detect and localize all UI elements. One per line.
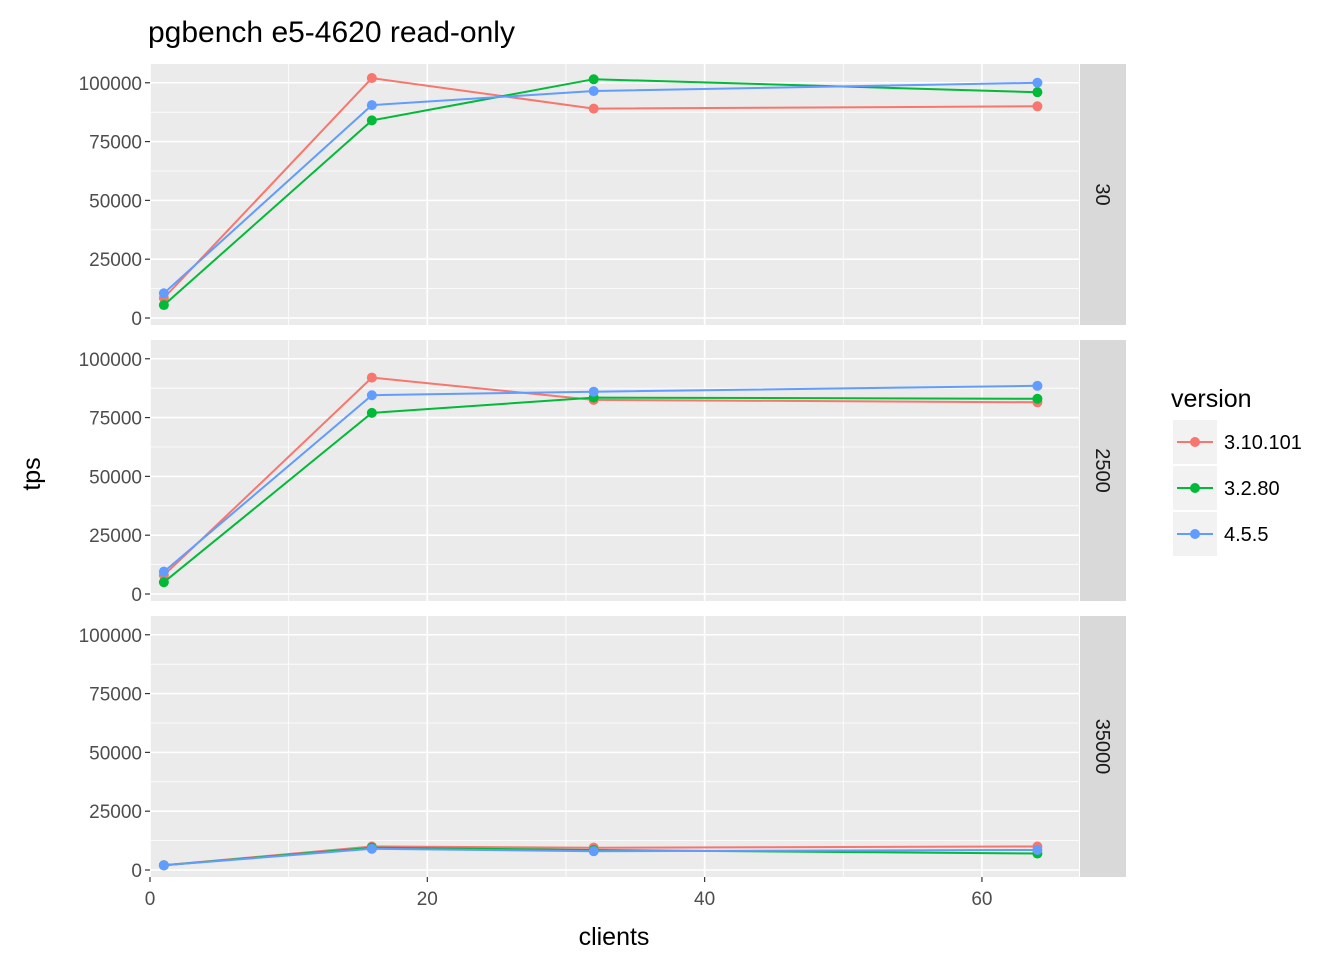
y-tick-label: 75000 bbox=[89, 685, 142, 706]
y-tick-label: 0 bbox=[131, 861, 142, 882]
x-tick-label: 0 bbox=[145, 889, 156, 910]
legend-label-4.5.5: 4.5.5 bbox=[1224, 524, 1268, 546]
y-tick-label: 75000 bbox=[89, 409, 142, 430]
series-line-3.10.101 bbox=[163, 77, 1038, 299]
data-point-4.5.5 bbox=[588, 386, 599, 397]
y-tick-label: 50000 bbox=[89, 191, 142, 212]
y-tick-label: 25000 bbox=[89, 250, 142, 271]
series-line-3.2.80 bbox=[163, 396, 1038, 583]
data-point-3.10.101 bbox=[366, 73, 377, 84]
legend-title: version bbox=[1171, 385, 1252, 413]
series-line-3.10.101 bbox=[163, 376, 1038, 576]
y-tick-label: 0 bbox=[131, 585, 142, 606]
data-point-3.10.101 bbox=[366, 372, 377, 383]
data-point-3.2.80 bbox=[158, 577, 169, 588]
y-axis-title: tps bbox=[18, 457, 46, 490]
facet-strip bbox=[1080, 340, 1126, 601]
facet-strip bbox=[1080, 64, 1126, 325]
y-tick-label: 25000 bbox=[89, 526, 142, 547]
y-tick-label: 100000 bbox=[79, 350, 142, 371]
legend-key-point bbox=[1190, 437, 1200, 447]
legend-key-point bbox=[1190, 483, 1200, 493]
x-axis-title: clients bbox=[579, 923, 650, 951]
facet-strip-label: 30 bbox=[1091, 183, 1113, 205]
data-point-4.5.5 bbox=[366, 100, 377, 111]
y-tick-label: 100000 bbox=[79, 626, 142, 647]
facet-strip-label: 2500 bbox=[1091, 448, 1113, 493]
data-point-4.5.5 bbox=[158, 566, 169, 577]
series-line-4.5.5 bbox=[163, 81, 1038, 295]
data-point-4.5.5 bbox=[158, 860, 169, 871]
legend-key-point bbox=[1190, 529, 1200, 539]
series-line-3.2.80 bbox=[163, 78, 1038, 306]
x-tick-label: 60 bbox=[971, 889, 992, 910]
data-point-4.5.5 bbox=[366, 390, 377, 401]
data-point-3.2.80 bbox=[1032, 393, 1043, 404]
data-point-3.2.80 bbox=[366, 407, 377, 418]
y-tick-label: 0 bbox=[131, 309, 142, 330]
data-point-4.5.5 bbox=[366, 843, 377, 854]
y-tick-label: 100000 bbox=[79, 74, 142, 95]
data-point-3.10.101 bbox=[588, 103, 599, 114]
data-point-4.5.5 bbox=[1032, 845, 1043, 856]
legend-label-3.2.80: 3.2.80 bbox=[1224, 478, 1280, 500]
panel-background bbox=[150, 616, 1079, 877]
x-tick-label: 40 bbox=[694, 889, 715, 910]
data-point-3.2.80 bbox=[588, 74, 599, 85]
panel-background bbox=[150, 340, 1079, 601]
facet-strip-label: 35000 bbox=[1091, 719, 1113, 775]
x-tick-label: 20 bbox=[417, 889, 438, 910]
data-point-4.5.5 bbox=[1032, 380, 1043, 391]
legend-label-3.10.101: 3.10.101 bbox=[1224, 432, 1302, 454]
y-tick-label: 50000 bbox=[89, 743, 142, 764]
y-tick-label: 25000 bbox=[89, 802, 142, 823]
data-point-4.5.5 bbox=[588, 846, 599, 857]
series-line-4.5.5 bbox=[163, 847, 1038, 867]
y-tick-label: 50000 bbox=[89, 467, 142, 488]
data-point-4.5.5 bbox=[1032, 77, 1043, 88]
data-point-3.2.80 bbox=[1032, 87, 1043, 98]
data-point-4.5.5 bbox=[588, 85, 599, 96]
series-line-4.5.5 bbox=[163, 384, 1038, 573]
facet-panel-2500: 0 25000 50000 75000 100000 2500 bbox=[79, 340, 1126, 606]
facet-panel-35000: 0 25000 50000 75000 100000 35000 0 20 40 60 bbox=[79, 616, 1126, 910]
chart-title: pgbench e5-4620 read-only bbox=[148, 16, 515, 49]
data-point-3.2.80 bbox=[366, 115, 377, 126]
y-tick-label: 75000 bbox=[89, 133, 142, 154]
facet-panels: 0250005000075000100000300250005000075000… bbox=[79, 64, 1126, 910]
data-point-3.2.80 bbox=[158, 300, 169, 311]
data-point-3.10.101 bbox=[1032, 101, 1043, 112]
legend: version 3.10.101 3.2.80 4.5.5 bbox=[1171, 385, 1302, 556]
data-point-4.5.5 bbox=[158, 288, 169, 299]
facet-strip bbox=[1080, 616, 1126, 877]
facet-panel-30: 0 25000 50000 75000 100000 30 bbox=[79, 64, 1126, 330]
